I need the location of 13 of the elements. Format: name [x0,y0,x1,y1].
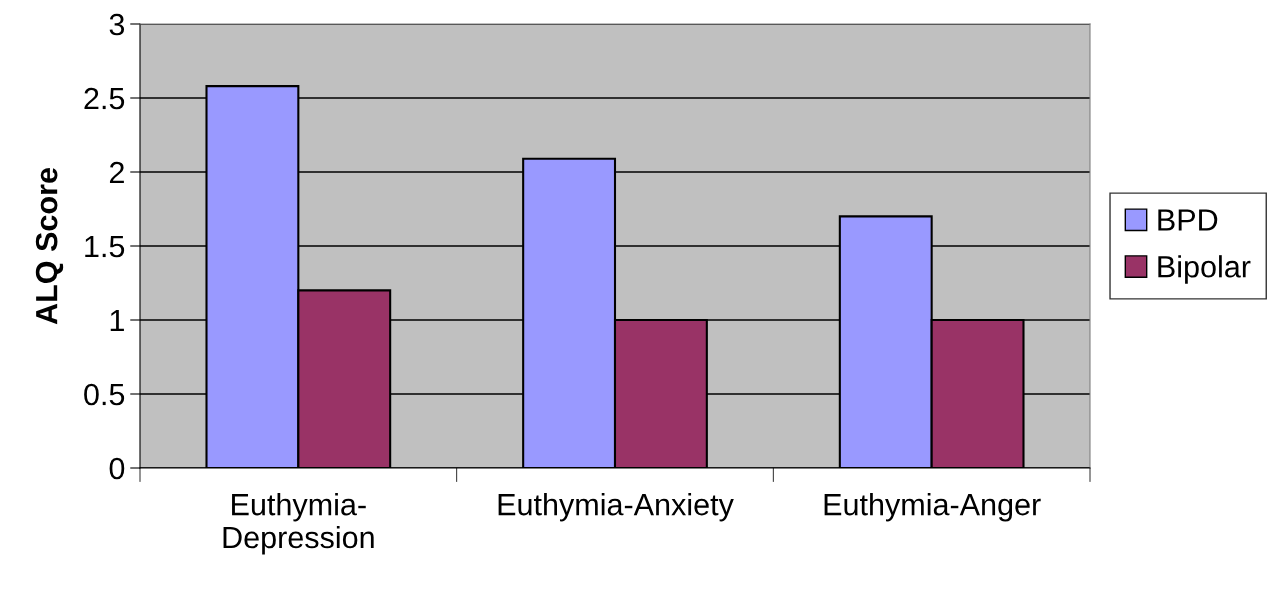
legend-label: Bipolar [1158,255,1251,284]
y-tick-label: 2 [109,161,124,184]
y-tick-label: 3 [109,13,125,36]
y-tick-label: 0 [109,457,125,480]
y-tick-label: 1.5 [85,236,125,258]
legend-label: BPD [1158,209,1218,231]
y-tick-label: 1 [110,310,124,332]
y-tick-label: 0.5 [84,383,125,406]
y-tick-label: 2.5 [84,87,125,110]
y-axis-title: ALQ Score [35,168,64,325]
x-tick-label: Euthymia- Depression [223,493,374,555]
x-tick-label: Euthymia-Anger [824,493,1041,522]
x-tick-label: Euthymia-Anxiety [498,493,734,522]
